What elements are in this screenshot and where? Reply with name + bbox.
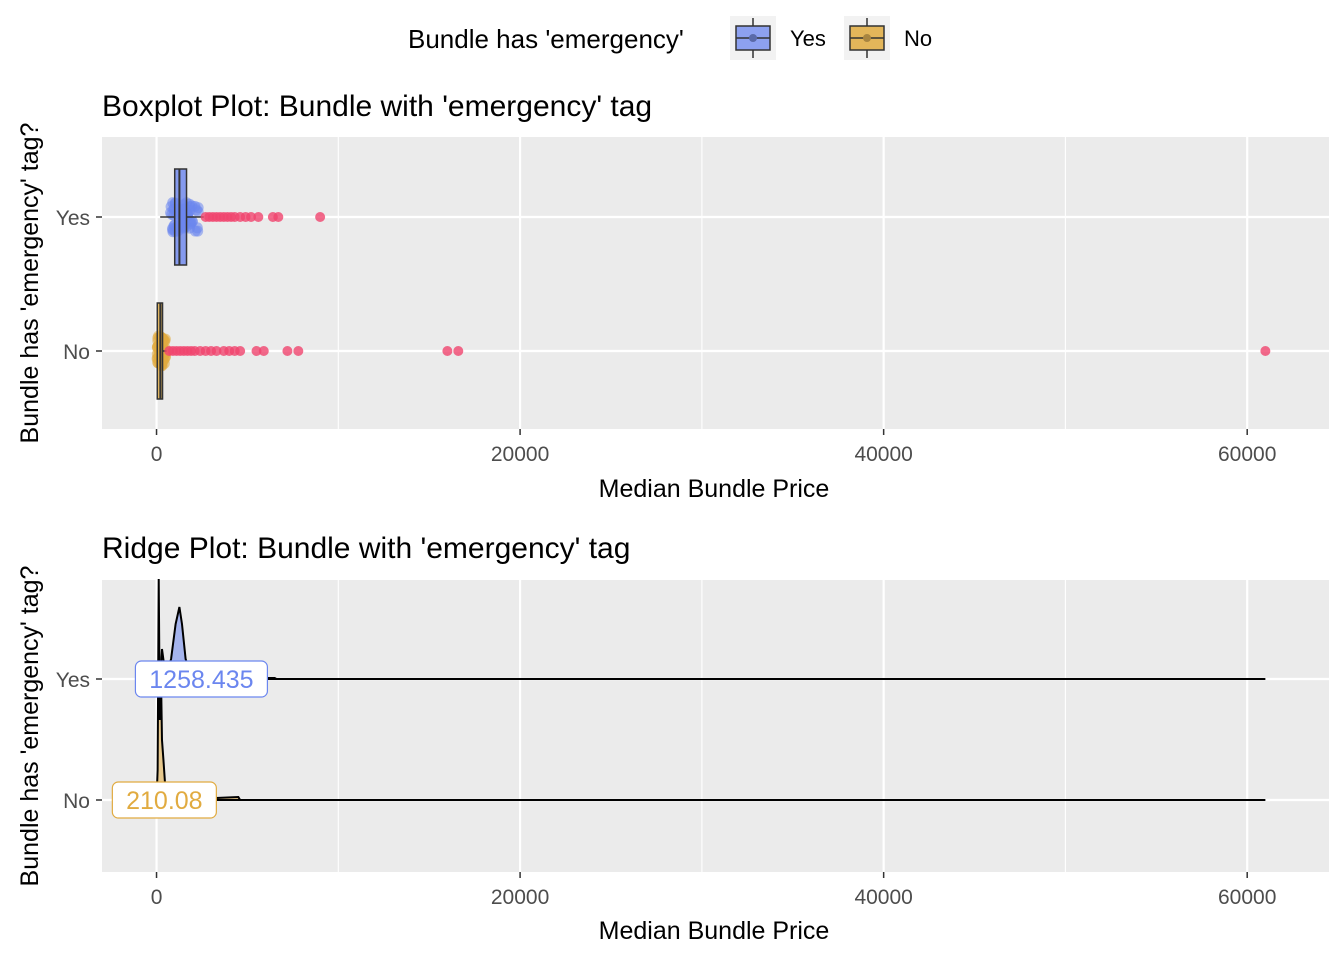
ridge-marks: 1258.435 210.08 bbox=[111, 578, 1266, 819]
x-tick-label: 0 bbox=[151, 886, 163, 909]
ridge-y-ticks: Yes No bbox=[56, 669, 102, 813]
median-label-yes: 1258.435 bbox=[149, 666, 253, 694]
boxplot-panel bbox=[102, 137, 1329, 429]
outlier-point bbox=[453, 346, 464, 356]
data-point bbox=[189, 200, 201, 212]
outlier-point bbox=[258, 346, 269, 356]
outlier-point bbox=[211, 346, 222, 356]
outlier-point bbox=[246, 212, 257, 222]
ridge-panel bbox=[102, 580, 1329, 872]
ridge-y-axis-title: Bundle has 'emergency' tag? bbox=[16, 566, 44, 887]
ridge-x-axis-title: Median Bundle Price bbox=[599, 917, 830, 945]
x-tick-label: 20000 bbox=[491, 443, 549, 466]
x-tick-label: 40000 bbox=[854, 443, 912, 466]
legend: Bundle has 'emergency' Yes No bbox=[408, 16, 932, 60]
outlier-point bbox=[273, 212, 284, 222]
legend-label-yes: Yes bbox=[790, 26, 826, 51]
outlier-point bbox=[235, 346, 246, 356]
legend-title: Bundle has 'emergency' bbox=[408, 24, 684, 54]
outlier-point bbox=[293, 346, 304, 356]
ridge-chart: Ridge Plot: Bundle with 'emergency' tag … bbox=[16, 532, 1329, 945]
x-tick-label: 60000 bbox=[1218, 443, 1276, 466]
y-tick-label: Yes bbox=[56, 669, 90, 692]
boxplot-y-ticks: Yes No bbox=[56, 207, 102, 364]
outlier-point bbox=[1260, 346, 1271, 356]
x-tick-label: 0 bbox=[151, 443, 163, 466]
outlier-point bbox=[253, 212, 264, 222]
ridge-density-yes bbox=[156, 606, 1266, 680]
ridge-title: Ridge Plot: Bundle with 'emergency' tag bbox=[102, 532, 630, 565]
ridge-density-no bbox=[155, 578, 1266, 801]
y-tick-label: Yes bbox=[56, 207, 90, 230]
y-tick-label: No bbox=[63, 341, 90, 364]
outlier-point bbox=[315, 212, 326, 222]
boxplot-x-ticks: 0 20000 40000 60000 bbox=[151, 429, 1276, 466]
ridge-x-ticks: 0 20000 40000 60000 bbox=[151, 872, 1276, 909]
legend-key-yes bbox=[730, 16, 776, 60]
box bbox=[173, 168, 188, 266]
boxplot-title: Boxplot Plot: Bundle with 'emergency' ta… bbox=[102, 90, 652, 123]
median-label-box bbox=[134, 660, 269, 698]
median-label-box bbox=[111, 781, 217, 819]
x-tick-label: 20000 bbox=[491, 886, 549, 909]
x-tick-label: 60000 bbox=[1218, 886, 1276, 909]
legend-key-no bbox=[844, 16, 890, 60]
y-tick-label: No bbox=[63, 790, 90, 813]
boxplot-chart: Boxplot Plot: Bundle with 'emergency' ta… bbox=[16, 90, 1329, 503]
legend-label-no: No bbox=[904, 26, 932, 51]
boxplot-y-axis-title: Bundle has 'emergency' tag? bbox=[16, 123, 44, 444]
boxplot-marks bbox=[151, 168, 1271, 400]
median-label-no: 210.08 bbox=[126, 787, 202, 815]
outlier-point bbox=[442, 346, 453, 356]
outlier-point bbox=[282, 346, 293, 356]
outlier-point bbox=[251, 346, 262, 356]
boxplot-x-axis-title: Median Bundle Price bbox=[599, 475, 830, 503]
x-tick-label: 40000 bbox=[854, 886, 912, 909]
